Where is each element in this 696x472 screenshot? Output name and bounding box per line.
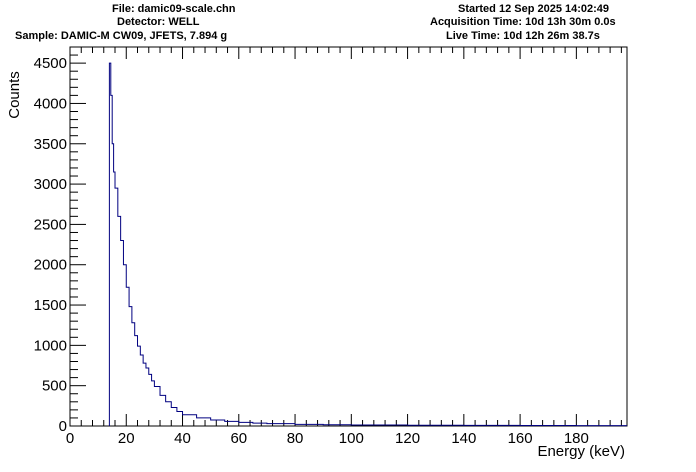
- y-tick-label: 4500: [34, 55, 67, 72]
- x-tick-label: 20: [118, 430, 135, 447]
- y-tick-label: 2500: [34, 216, 67, 233]
- y-tick-label: 3000: [34, 176, 67, 193]
- x-tick-label: 100: [339, 430, 364, 447]
- y-tick-label: 1000: [34, 337, 67, 354]
- x-tick-label: 0: [66, 430, 74, 447]
- x-tick-label: 120: [395, 430, 420, 447]
- y-tick-label: 500: [42, 378, 67, 395]
- x-tick-label: 160: [508, 430, 533, 447]
- y-tick-label: 1500: [34, 297, 67, 314]
- x-axis-title: Energy (keV): [537, 443, 625, 460]
- y-tick-label: 2000: [34, 257, 67, 274]
- live-time-label: Live Time: 10d 12h 26m 38.7s: [446, 30, 600, 42]
- sample-label: Sample: DAMIC-M CW09, JFETS, 7.894 g: [15, 30, 228, 42]
- plot-frame: [69, 46, 628, 427]
- x-tick-label: 180: [564, 430, 589, 447]
- detector-label: Detector: WELL: [117, 16, 200, 28]
- y-axis-ticks: 0 500 1000 1500 2000 2500 3000 3500 4000 4500: [34, 46, 86, 435]
- x-tick-label: 80: [287, 430, 304, 447]
- x-tick-label: 40: [174, 430, 191, 447]
- y-tick-label: 0: [59, 418, 67, 435]
- x-tick-label: 140: [451, 430, 476, 447]
- y-tick-label: 4000: [34, 95, 67, 112]
- started-label: Started 12 Sep 2025 14:02:49: [458, 3, 610, 15]
- x-tick-label: 60: [230, 430, 247, 447]
- y-axis-title: Counts: [6, 71, 23, 119]
- histogram-series: [108, 62, 627, 427]
- y-tick-label: 3500: [34, 136, 67, 153]
- x-axis-ticks: 0 20 40 60 80 100 120 140 160 180: [66, 47, 622, 447]
- acquisition-time-label: Acquisition Time: 10d 13h 30m 0.0s: [430, 16, 616, 28]
- file-label: File: damic09-scale.chn: [112, 3, 236, 15]
